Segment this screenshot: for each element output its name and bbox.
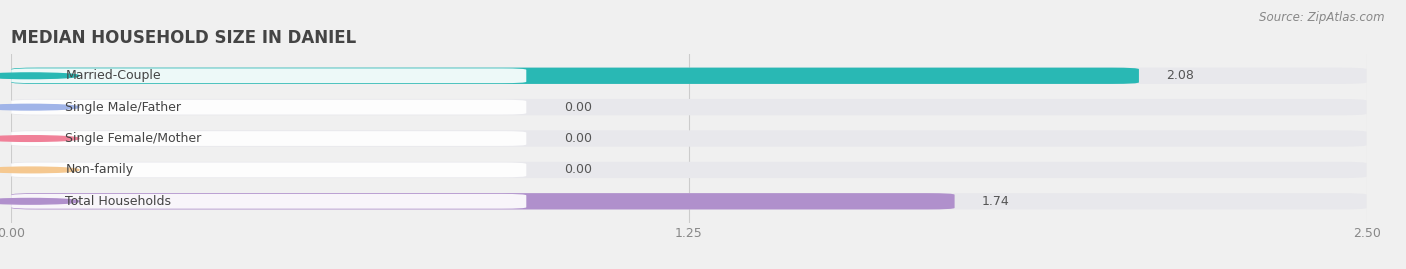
Circle shape xyxy=(0,73,79,79)
Text: Non-family: Non-family xyxy=(66,164,134,176)
FancyBboxPatch shape xyxy=(11,100,526,115)
Circle shape xyxy=(0,199,79,204)
FancyBboxPatch shape xyxy=(11,68,1367,84)
Text: 1.74: 1.74 xyxy=(981,195,1010,208)
Text: 0.00: 0.00 xyxy=(564,164,592,176)
Circle shape xyxy=(0,104,79,110)
Text: MEDIAN HOUSEHOLD SIZE IN DANIEL: MEDIAN HOUSEHOLD SIZE IN DANIEL xyxy=(11,29,357,47)
FancyBboxPatch shape xyxy=(11,162,1367,178)
FancyBboxPatch shape xyxy=(11,99,1367,115)
FancyBboxPatch shape xyxy=(11,130,1367,147)
Text: Single Female/Mother: Single Female/Mother xyxy=(66,132,201,145)
FancyBboxPatch shape xyxy=(11,193,955,210)
Text: Single Male/Father: Single Male/Father xyxy=(66,101,181,114)
FancyBboxPatch shape xyxy=(11,131,526,146)
FancyBboxPatch shape xyxy=(11,193,1367,210)
FancyBboxPatch shape xyxy=(11,68,526,83)
FancyBboxPatch shape xyxy=(11,162,526,177)
Text: Married-Couple: Married-Couple xyxy=(66,69,162,82)
FancyBboxPatch shape xyxy=(11,68,1139,84)
Circle shape xyxy=(0,136,79,141)
Text: 0.00: 0.00 xyxy=(564,132,592,145)
Text: Total Households: Total Households xyxy=(66,195,172,208)
FancyBboxPatch shape xyxy=(11,194,526,209)
Text: 0.00: 0.00 xyxy=(564,101,592,114)
Circle shape xyxy=(0,167,79,173)
Text: 2.08: 2.08 xyxy=(1166,69,1194,82)
Text: Source: ZipAtlas.com: Source: ZipAtlas.com xyxy=(1260,11,1385,24)
